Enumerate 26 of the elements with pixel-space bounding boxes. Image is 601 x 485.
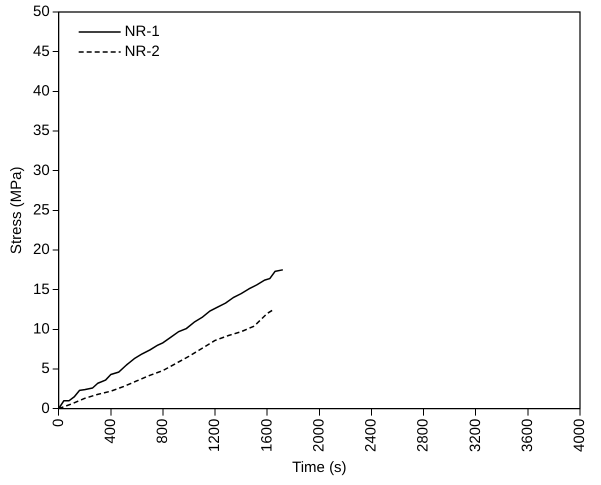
y-tick-label: 50 xyxy=(32,3,50,20)
x-tick-label: 4000 xyxy=(571,418,588,452)
y-tick-label: 40 xyxy=(32,82,50,100)
y-tick-label: 35 xyxy=(32,122,50,140)
legend-label: NR-1 xyxy=(124,23,160,40)
x-tick-label: 800 xyxy=(154,418,172,444)
y-tick-label: 15 xyxy=(32,280,50,298)
y-tick-label: 20 xyxy=(32,241,50,258)
x-tick-label: 2000 xyxy=(310,418,328,452)
x-axis-title: Time (s) xyxy=(292,459,347,476)
y-tick-label: 5 xyxy=(41,360,50,378)
x-tick-label: 1200 xyxy=(206,418,224,452)
x-tick-label: 3200 xyxy=(466,418,484,452)
y-tick-label: 45 xyxy=(32,42,50,60)
x-tick-label: 0 xyxy=(50,418,67,427)
x-tick-label: 3600 xyxy=(519,418,536,452)
y-tick-label: 10 xyxy=(32,320,50,338)
x-tick-label: 1600 xyxy=(258,418,276,452)
y-axis-title: Stress (MPa) xyxy=(8,166,26,254)
y-tick-label: 25 xyxy=(32,201,50,218)
y-tick-label: 0 xyxy=(41,400,50,417)
legend-label: NR-2 xyxy=(124,43,160,60)
y-tick-label: 30 xyxy=(32,162,50,179)
x-tick-label: 400 xyxy=(102,418,119,444)
x-tick-label: 2800 xyxy=(414,418,432,452)
x-tick-label: 2400 xyxy=(362,418,380,452)
